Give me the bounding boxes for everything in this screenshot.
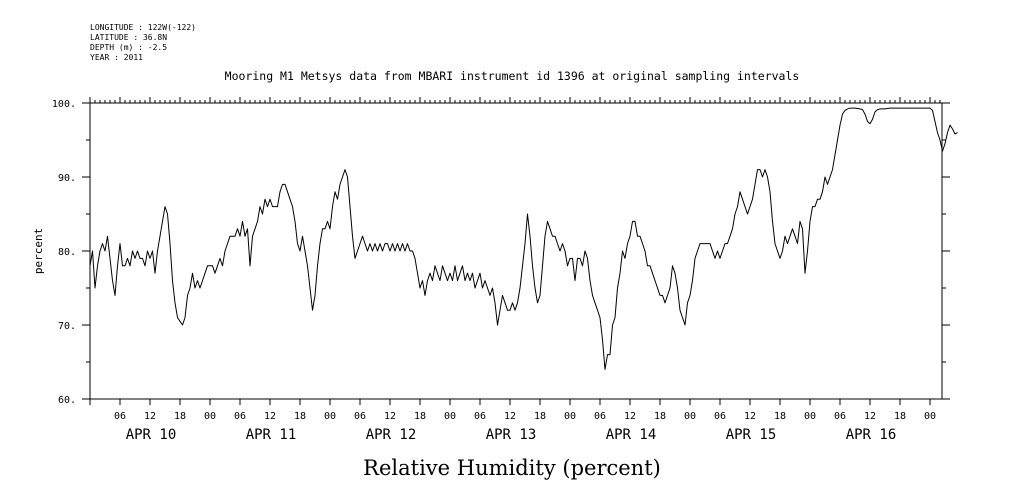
axis-ticks — [82, 97, 950, 405]
metadata-block: LONGITUDE : 122W(-122) LATITUDE : 36.8N … — [90, 23, 196, 62]
meta-latitude: LATITUDE : 36.8N — [90, 33, 167, 42]
x-tick-label: 06 — [354, 411, 366, 422]
x-tick-label: 06 — [714, 411, 726, 422]
x-day-label: APR 16 — [846, 427, 897, 443]
x-tick-label: 06 — [834, 411, 846, 422]
x-tick-label: 00 — [324, 411, 336, 422]
meta-depth: DEPTH (m) : -2.5 — [90, 43, 167, 52]
x-tick-label: 06 — [594, 411, 606, 422]
x-day-label: APR 13 — [486, 427, 537, 443]
x-tick-label: 12 — [384, 411, 396, 422]
x-tick-label: 00 — [444, 411, 456, 422]
y-tick-label: 70. — [58, 321, 76, 332]
meta-longitude: LONGITUDE : 122W(-122) — [90, 23, 196, 32]
y-tick-label: 90. — [58, 173, 76, 184]
x-tick-label: 18 — [294, 411, 306, 422]
y-tick-label: 60. — [58, 395, 76, 406]
x-tick-label: 06 — [114, 411, 126, 422]
x-tick-label: 00 — [804, 411, 816, 422]
x-tick-label: 18 — [534, 411, 546, 422]
x-tick-label: 18 — [654, 411, 666, 422]
x-tick-label: 12 — [864, 411, 876, 422]
x-tick-label: 06 — [234, 411, 246, 422]
x-tick-label: 12 — [264, 411, 276, 422]
x-tick-label: 18 — [894, 411, 906, 422]
x-day-label: APR 10 — [126, 427, 177, 443]
x-tick-label: 00 — [564, 411, 576, 422]
x-tick-label: 06 — [474, 411, 486, 422]
y-tick-labels: 60. 70. 80. 90. 100. — [52, 99, 76, 406]
y-axis-title: percent — [32, 228, 45, 274]
y-tick-label: 80. — [58, 247, 76, 258]
x-tick-label: 00 — [924, 411, 936, 422]
x-tick-label: 00 — [684, 411, 696, 422]
meta-year: YEAR : 2011 — [90, 53, 143, 62]
day-labels: APR 10 APR 11 APR 12 APR 13 APR 14 APR 15 APR … — [126, 427, 897, 443]
x-tick-label: 18 — [414, 411, 426, 422]
x-tick-label: 00 — [204, 411, 216, 422]
humidity-series-line — [89, 107, 958, 370]
x-tick-label: 12 — [624, 411, 636, 422]
x-day-label: APR 12 — [366, 427, 417, 443]
x-tick-label: 12 — [144, 411, 156, 422]
x-axis-title: Relative Humidity (percent) — [363, 456, 661, 480]
chart-title: Mooring M1 Metsys data from MBARI instru… — [225, 69, 800, 83]
x-day-label: APR 11 — [246, 427, 297, 443]
x-tick-label: 12 — [504, 411, 516, 422]
x-tick-label: 18 — [774, 411, 786, 422]
x-day-label: APR 15 — [726, 427, 777, 443]
x-tick-label: 12 — [744, 411, 756, 422]
y-tick-label: 100. — [52, 99, 76, 110]
x-day-label: APR 14 — [606, 427, 657, 443]
plot-frame — [89, 102, 943, 400]
x-tick-label: 18 — [174, 411, 186, 422]
x-tick-labels: 06 12 18 00 06 12 18 00 06 12 18 00 06 12 18 00 06 12 18 00… — [114, 411, 936, 422]
